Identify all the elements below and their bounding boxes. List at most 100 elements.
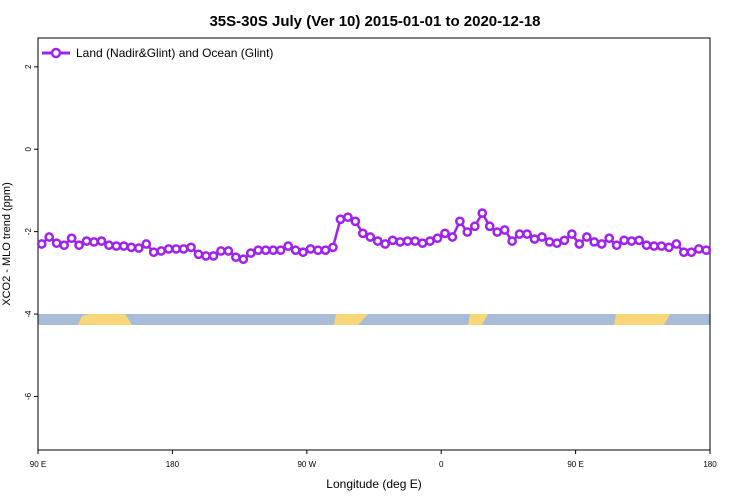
- y-tick-label: 2: [24, 64, 33, 69]
- data-point: [410, 236, 420, 246]
- data-point: [350, 216, 361, 227]
- data-point: [671, 239, 682, 249]
- data-point: [589, 237, 600, 247]
- x-tick-label: 90 E: [30, 460, 46, 469]
- data-point: [260, 245, 271, 256]
- chart-title: 35S-30S July (Ver 10) 2015-01-01 to 2020…: [209, 13, 540, 30]
- data-point: [656, 241, 667, 251]
- data-point: [51, 238, 62, 249]
- data-point: [432, 233, 443, 244]
- y-tick-label: -4: [24, 310, 33, 318]
- data-point: [440, 228, 450, 239]
- data-point: [245, 248, 256, 258]
- data-point: [74, 240, 84, 251]
- data-point: [507, 236, 517, 246]
- data-point: [89, 237, 99, 247]
- data-point: [395, 237, 405, 247]
- data-point: [275, 245, 286, 256]
- data-point: [537, 232, 547, 242]
- data-point: [626, 236, 637, 246]
- data-point: [133, 243, 144, 253]
- data-point: [59, 240, 69, 251]
- data-point: [178, 244, 189, 254]
- data-point: [186, 242, 196, 253]
- data-point: [201, 251, 211, 261]
- data-point: [477, 208, 488, 218]
- data-point: [380, 239, 391, 249]
- data-point: [365, 232, 376, 242]
- legend: Land (Nadir&Glint) and Ocean (Glint): [42, 46, 273, 60]
- x-tick-label: 180: [166, 460, 180, 469]
- data-point: [372, 236, 383, 246]
- data-point: [529, 234, 540, 244]
- data-point: [469, 221, 480, 232]
- data-point: [313, 245, 323, 256]
- data-point: [417, 238, 428, 249]
- data-point: [283, 241, 293, 251]
- legend-marker: [50, 47, 62, 59]
- data-point: [193, 249, 204, 260]
- data-point: [559, 235, 570, 246]
- land-ocean-strip: [38, 314, 710, 325]
- data-point: [216, 246, 226, 256]
- data-point: [544, 237, 555, 247]
- data-point: [462, 227, 473, 237]
- data-point: [119, 241, 129, 251]
- data-point: [171, 244, 181, 254]
- data-point: [141, 239, 152, 249]
- data-point: [335, 214, 346, 225]
- x-tick-label: 180: [703, 460, 717, 469]
- data-point: [328, 242, 338, 253]
- data-point: [290, 245, 301, 256]
- legend-label: Land (Nadir&Glint) and Ocean (Glint): [76, 46, 273, 60]
- data-point: [701, 245, 712, 256]
- data-point: [514, 229, 525, 239]
- data-point: [126, 242, 137, 253]
- data-point: [664, 242, 674, 253]
- data-point: [253, 245, 264, 256]
- data-point: [156, 246, 167, 256]
- x-tick-label: 90 E: [567, 460, 583, 469]
- data-point: [611, 240, 622, 251]
- data-point: [581, 232, 592, 242]
- data-point: [357, 228, 368, 239]
- data-point: [484, 221, 495, 232]
- data-point: [298, 247, 308, 258]
- data-point: [686, 247, 697, 258]
- data-point: [634, 235, 644, 246]
- data-point: [104, 240, 114, 251]
- data-point: [649, 241, 659, 251]
- data-point: [44, 232, 55, 242]
- data-point: [596, 239, 607, 249]
- data-point: [679, 247, 689, 258]
- data-point: [111, 241, 122, 251]
- data-point: [522, 229, 532, 239]
- data-point: [447, 232, 458, 242]
- data-point: [552, 238, 562, 249]
- data-point: [208, 251, 219, 261]
- data-point: [238, 254, 249, 265]
- data-point: [36, 239, 47, 249]
- x-tick-label: 0: [439, 460, 444, 469]
- data-point: [343, 212, 353, 223]
- data-point: [231, 252, 241, 263]
- data-point: [402, 236, 413, 246]
- data-point: [223, 246, 234, 256]
- data-point: [492, 227, 503, 237]
- y-tick-label: 0: [24, 146, 33, 151]
- data-point: [499, 225, 510, 235]
- data-point: [163, 244, 174, 254]
- y-axis-label: XCO2 - MLO trend (ppm): [1, 182, 13, 305]
- data-point: [320, 245, 331, 256]
- data-point: [641, 240, 652, 251]
- data-point: [574, 239, 585, 249]
- data-point: [425, 236, 435, 246]
- x-axis-label: Longitude (deg E): [326, 477, 421, 491]
- data-point: [96, 236, 107, 246]
- data-point: [66, 233, 77, 244]
- y-tick-label: -6: [24, 392, 33, 400]
- data-point: [604, 233, 615, 244]
- data-point: [387, 235, 398, 246]
- data-point: [693, 244, 704, 254]
